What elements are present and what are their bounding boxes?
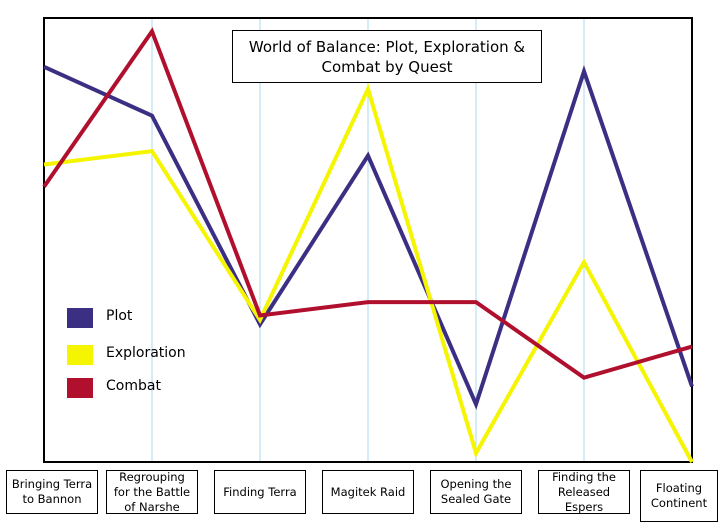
- x-tick-label: Magitek Raid: [322, 470, 414, 514]
- legend-label: Combat: [106, 378, 161, 394]
- series-line: [42, 27, 693, 380]
- legend-label: Exploration: [106, 345, 186, 361]
- legend-swatch: [67, 345, 93, 365]
- legend-swatch: [67, 308, 93, 328]
- x-tick-label: Floating Continent: [640, 470, 718, 522]
- series-line: [43, 64, 694, 410]
- x-tick-label: Finding Terra: [214, 470, 306, 514]
- legend-swatch: [67, 378, 93, 398]
- chart-title: World of Balance: Plot, Exploration & Co…: [232, 30, 542, 83]
- x-tick-label: Opening the Sealed Gate: [430, 470, 522, 514]
- series-line: [43, 83, 694, 463]
- legend-label: Plot: [106, 308, 133, 324]
- x-tick-label: Finding the Released Espers: [538, 470, 630, 514]
- x-tick-label: Bringing Terra to Bannon: [6, 470, 98, 514]
- x-tick-label: Regrouping for the Battle of Narshe: [106, 470, 198, 514]
- plot-frame: [43, 17, 693, 463]
